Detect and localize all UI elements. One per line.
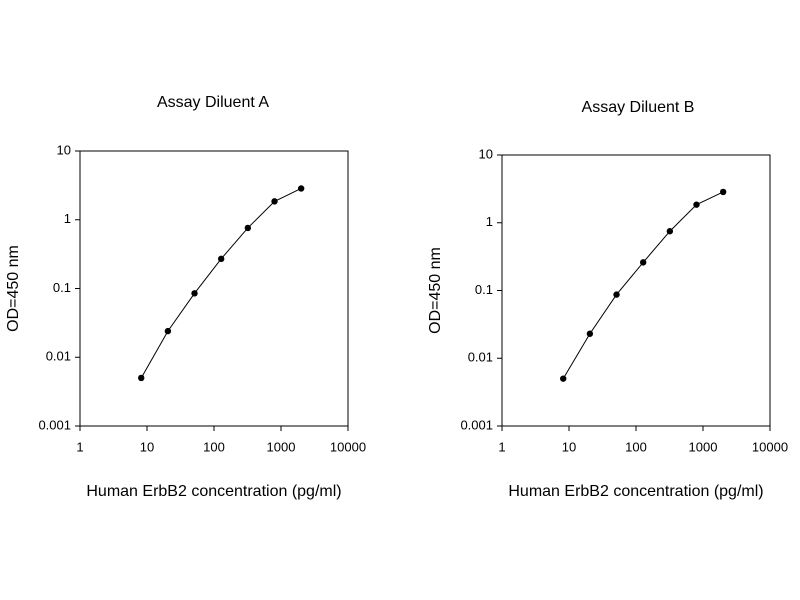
data-point bbox=[164, 327, 172, 335]
data-point bbox=[613, 291, 620, 298]
data-point bbox=[271, 198, 278, 205]
y-tick-label: 0.01 bbox=[46, 349, 71, 364]
y-tick-label: 0.1 bbox=[475, 282, 493, 297]
data-point bbox=[560, 375, 567, 382]
data-point bbox=[297, 185, 305, 192]
data-point bbox=[666, 228, 674, 235]
data-line bbox=[140, 188, 302, 379]
x-axis-label: Human ErbB2 concentration (pg/ml) bbox=[86, 483, 341, 500]
data-point bbox=[217, 255, 225, 263]
x-tick-label: 10 bbox=[562, 439, 576, 454]
y-axis-label: OD=450 nm bbox=[5, 245, 22, 332]
x-tick-label: 1 bbox=[76, 439, 83, 454]
x-tick-label: 10000 bbox=[330, 439, 366, 454]
x-tick-label: 10000 bbox=[752, 439, 788, 454]
chart-title: Assay Diluent A bbox=[157, 94, 269, 111]
y-tick-label: 0.001 bbox=[38, 417, 71, 432]
x-axis-label: Human ErbB2 concentration (pg/ml) bbox=[508, 483, 763, 500]
x-tick-label: 1 bbox=[498, 439, 505, 454]
data-point bbox=[639, 259, 647, 266]
y-tick-label: 10 bbox=[57, 142, 71, 157]
y-tick-label: 0.001 bbox=[460, 417, 493, 432]
x-tick-label: 1000 bbox=[689, 439, 718, 454]
data-point bbox=[191, 290, 198, 297]
y-tick-label: 0.01 bbox=[468, 350, 493, 365]
y-tick-label: 10 bbox=[479, 146, 493, 161]
y-axis-label: OD=450 nm bbox=[427, 247, 444, 334]
x-tick-label: 10 bbox=[140, 439, 154, 454]
data-point bbox=[693, 201, 700, 208]
data-point bbox=[586, 330, 594, 337]
chart-title: Assay Diluent B bbox=[582, 99, 695, 116]
data-line bbox=[562, 191, 724, 379]
y-tick-label: 1 bbox=[64, 211, 71, 226]
plot-frame bbox=[79, 150, 349, 427]
x-tick-label: 100 bbox=[625, 439, 647, 454]
y-tick-label: 0.1 bbox=[53, 280, 71, 295]
plot-frame bbox=[501, 154, 771, 427]
x-tick-label: 1000 bbox=[267, 439, 296, 454]
x-tick-label: 100 bbox=[203, 439, 225, 454]
y-tick-label: 1 bbox=[486, 214, 493, 229]
data-point bbox=[719, 188, 727, 196]
data-point bbox=[244, 224, 252, 232]
data-point bbox=[138, 374, 145, 382]
